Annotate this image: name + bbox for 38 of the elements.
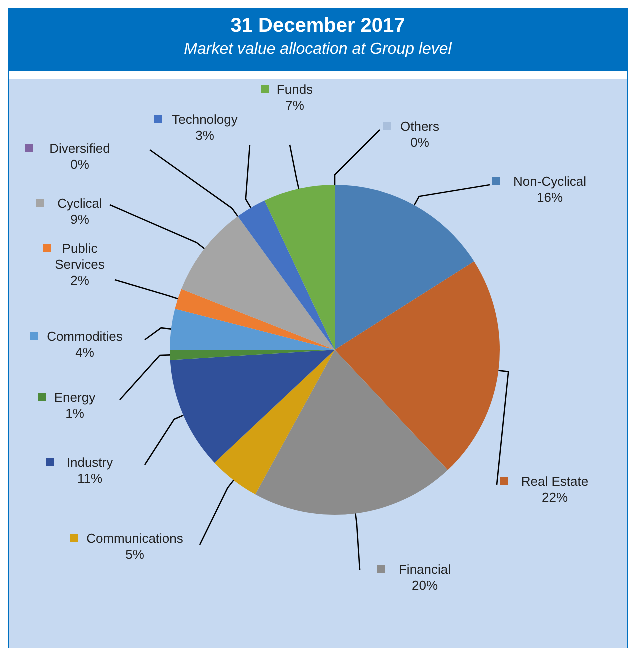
text: 0% xyxy=(410,135,430,150)
pie-slice xyxy=(335,262,500,470)
legend-label: Funds xyxy=(276,82,314,97)
legend-label: Commodities xyxy=(47,329,124,344)
pie-slice xyxy=(170,350,335,463)
legend-label: Real Estate xyxy=(521,474,589,489)
legend-label: Diversified xyxy=(50,141,110,156)
data-label: 9% xyxy=(70,212,90,227)
pie-slice xyxy=(182,216,335,350)
legend-label: Financial xyxy=(398,562,452,577)
data-label: 20% xyxy=(412,578,438,593)
pie-slice xyxy=(175,289,335,350)
pie-slice xyxy=(214,350,335,495)
pie-slice xyxy=(256,350,448,515)
legend-label: Public Services xyxy=(55,241,106,272)
data-label: 5% xyxy=(126,547,145,562)
chart-title: 31 December 2017 xyxy=(230,15,406,38)
data-label: 16% xyxy=(536,190,564,205)
legend-label: Industry xyxy=(66,455,114,470)
legend-label: Others xyxy=(400,119,440,134)
legend-label: Technology xyxy=(172,112,238,127)
pie-slice xyxy=(170,308,335,350)
data-label: 1% xyxy=(66,406,85,421)
data-label: 22% xyxy=(542,490,568,505)
data-label: 4% xyxy=(76,345,95,360)
data-label: 2% xyxy=(70,273,90,288)
text: 0% xyxy=(70,157,90,172)
legend-label: Energy xyxy=(54,390,96,405)
data-label: 3% xyxy=(196,128,215,143)
legend-label: Non-Cyclical xyxy=(514,174,587,189)
pie-slice xyxy=(264,185,335,350)
data-label: 11% xyxy=(77,471,103,486)
data-label: 7% xyxy=(286,98,305,113)
legend-label: Cyclical xyxy=(58,196,102,211)
pie-slice xyxy=(335,185,474,350)
pie-slice xyxy=(238,200,335,350)
chart-subtitle: Market value allocation at Group level xyxy=(183,41,454,59)
legend-label: Communications xyxy=(86,531,184,546)
